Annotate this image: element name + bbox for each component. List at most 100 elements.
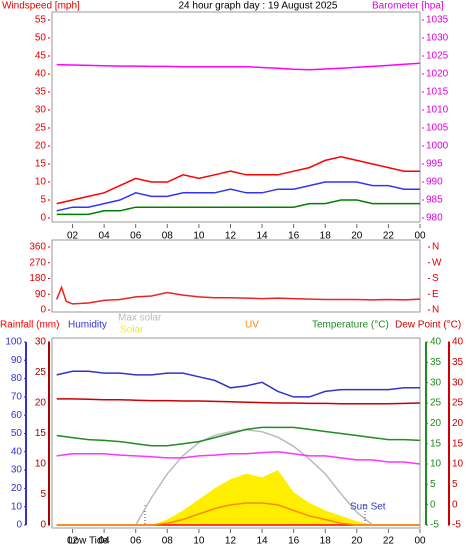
y-tick-label: 20: [430, 418, 442, 429]
y-tick-label: 5: [452, 479, 458, 490]
y-tick-label: 1005: [426, 123, 449, 134]
y-tick-label: 90: [11, 355, 23, 366]
y-tick-label: 25: [452, 398, 464, 409]
x-tick-label: 10: [193, 536, 205, 547]
y-tick-label: 10: [11, 501, 23, 512]
y-tick-label: 30: [430, 377, 442, 388]
x-tick-label: 22: [383, 231, 395, 242]
y-tick-label: 30: [11, 465, 23, 476]
y-tick-label: 1035: [426, 15, 449, 26]
x-tick-label: 14: [256, 536, 268, 547]
y-tick-label: 10: [430, 459, 442, 470]
x-tick-label: 04: [99, 536, 111, 547]
y-tick-label: 1030: [426, 33, 449, 44]
y-tick-label: -5: [430, 520, 439, 531]
line: [56, 451, 421, 465]
chart-title: 24 hour graph day : 19 August 2025: [178, 1, 337, 12]
y2-axis-title: Barometer [hpa]: [372, 1, 444, 12]
line: [56, 398, 421, 405]
y-tick-label: 40: [35, 69, 47, 80]
y-tick-label: S: [432, 273, 439, 284]
y-tick-label: 0: [16, 520, 22, 531]
x-tick-label: 02: [67, 231, 79, 242]
y-tick-label: 0: [40, 305, 46, 316]
panel-frame: [51, 11, 421, 223]
y-tick-label: 40: [452, 337, 464, 348]
y-tick-label: 60: [11, 410, 23, 421]
x-tick-label: 22: [383, 536, 395, 547]
line: [56, 62, 421, 71]
x-tick-label: 20: [351, 536, 363, 547]
legend-label: Solar: [120, 325, 144, 336]
y-tick-label: 270: [29, 257, 46, 268]
legend-label: Dew Point (°C): [395, 320, 461, 331]
y-tick-label: 30: [35, 105, 47, 116]
x-tick-label: 08: [162, 536, 174, 547]
y-tick-label: 1025: [426, 51, 449, 62]
y-tick-label: 20: [35, 398, 47, 409]
y-tick-label: 10: [35, 459, 47, 470]
legend-label: Max solar: [118, 313, 162, 324]
y-tick-label: 50: [11, 428, 23, 439]
y-tick-label: 80: [11, 373, 23, 384]
line: [56, 181, 420, 212]
legend-label: Humidity: [68, 320, 107, 331]
legend-label: UV: [245, 320, 259, 331]
y-tick-label: 1000: [426, 141, 449, 152]
y-tick-label: W: [432, 257, 442, 268]
y-tick-label: 90: [35, 289, 47, 300]
y-tick-label: 985: [426, 195, 443, 206]
y-tick-label: 5: [40, 195, 46, 206]
y-tick-label: 10: [452, 459, 464, 470]
x-tick-label: 12: [225, 231, 237, 242]
y-tick-label: 55: [35, 15, 47, 26]
y-tick-label: 40: [11, 446, 23, 457]
y-tick-label: 0: [452, 499, 458, 510]
legend-label: Temperature (°C): [312, 320, 389, 331]
y-tick-label: 20: [35, 141, 47, 152]
y-tick-label: 25: [430, 398, 442, 409]
y-tick-label: 50: [35, 33, 47, 44]
x-tick-label: 16: [288, 536, 300, 547]
y-tick-label: N: [432, 242, 439, 253]
y-tick-label: 5: [430, 479, 436, 490]
x-tick-label: 04: [99, 231, 111, 242]
x-tick-label: 02: [67, 536, 79, 547]
x-tick-label: 18: [320, 536, 332, 547]
y-tick-label: 35: [452, 357, 464, 368]
y-tick-label: 0: [40, 520, 46, 531]
y-tick-label: 25: [35, 123, 47, 134]
y-tick-label: 40: [430, 337, 442, 348]
area: [56, 470, 420, 525]
y-tick-label: 0: [430, 499, 436, 510]
y-tick-label: 15: [35, 159, 47, 170]
y-tick-label: 70: [11, 392, 23, 403]
panel-frame: [51, 239, 421, 313]
y-tick-label: 35: [35, 87, 47, 98]
line: [56, 199, 420, 216]
y-tick-label: 1010: [426, 105, 449, 116]
x-tick-label: 12: [225, 536, 237, 547]
x-tick-label: 00: [414, 231, 426, 242]
x-tick-label: 10: [193, 231, 205, 242]
y-tick-label: 15: [452, 438, 464, 449]
annotation: Low Tide: [68, 536, 108, 547]
y-tick-label: 35: [430, 357, 442, 368]
x-tick-label: 00: [414, 536, 426, 547]
y-tick-label: 100: [5, 337, 22, 348]
legend-label: Rainfall (mm): [0, 320, 59, 331]
y-axis-title: Windspeed [mph]: [2, 1, 80, 12]
line: [56, 285, 421, 305]
y-tick-label: -5: [452, 520, 461, 531]
x-tick-label: 14: [256, 231, 268, 242]
y-tick-label: 990: [426, 177, 443, 188]
x-tick-label: 20: [351, 231, 363, 242]
y-tick-label: 995: [426, 159, 443, 170]
x-tick-label: 06: [130, 536, 142, 547]
annotation: Sun Set: [350, 502, 386, 513]
x-tick-label: 18: [320, 231, 332, 242]
y-tick-label: 10: [35, 177, 47, 188]
x-tick-label: 08: [162, 231, 174, 242]
y-tick-label: N: [432, 305, 439, 316]
y-tick-label: 30: [452, 377, 464, 388]
